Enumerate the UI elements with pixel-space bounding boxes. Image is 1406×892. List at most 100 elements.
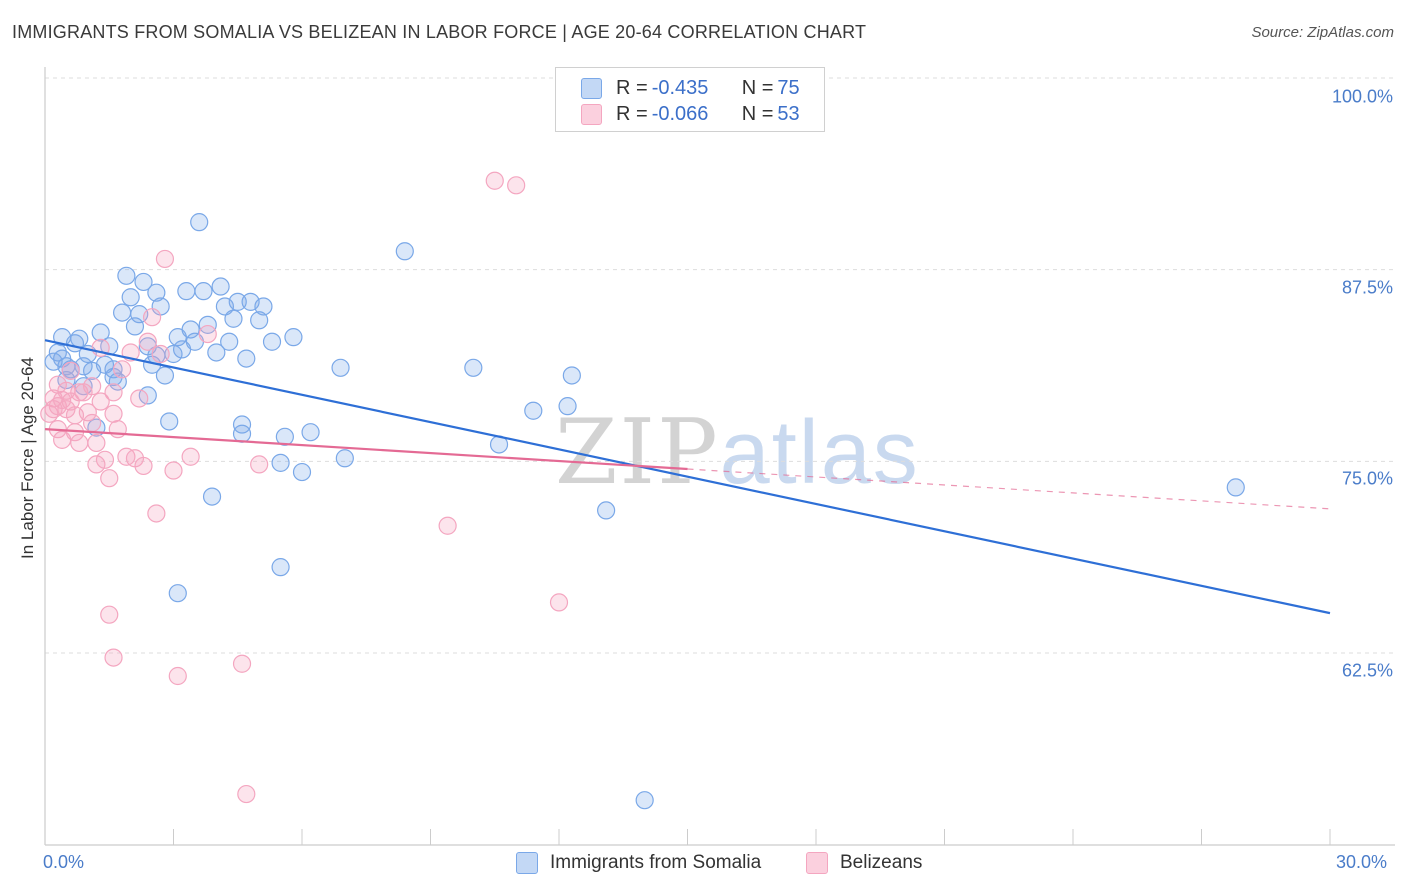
somalia-point bbox=[558, 397, 577, 416]
watermark-atlas: atlas bbox=[719, 403, 920, 503]
somalia-point bbox=[1226, 478, 1245, 497]
belizean-point bbox=[198, 324, 217, 344]
somalia-point bbox=[271, 453, 290, 472]
somalia-point bbox=[271, 558, 290, 577]
somalia-point bbox=[232, 415, 252, 434]
series-legend-somalia: Immigrants from Somalia bbox=[516, 852, 761, 874]
belizean-point bbox=[87, 433, 106, 453]
y-tick-label: 87.5% bbox=[1341, 277, 1393, 298]
somalia-point bbox=[301, 423, 320, 442]
somalia-point bbox=[292, 462, 312, 482]
somalia-point bbox=[121, 288, 140, 307]
series-name-somalia: Immigrants from Somalia bbox=[550, 852, 762, 873]
legend-swatch-blue bbox=[581, 77, 602, 99]
somalia-point bbox=[168, 584, 187, 603]
legend-row-somalia: R = -0.435 N = 75 bbox=[581, 77, 800, 99]
belizean-trend-line bbox=[44, 428, 688, 471]
somalia-point bbox=[597, 501, 616, 520]
belizean-point bbox=[104, 383, 123, 402]
somalia-point bbox=[275, 427, 294, 446]
somalia-point bbox=[331, 358, 350, 377]
belizean-point bbox=[61, 361, 80, 380]
belizean-point bbox=[104, 648, 123, 667]
somalia-point bbox=[464, 358, 483, 377]
y-tick-label: 100.0% bbox=[1331, 86, 1393, 107]
belizean-point bbox=[485, 171, 504, 190]
belizean-point bbox=[250, 455, 269, 474]
somalia-point bbox=[194, 282, 213, 301]
somalia-point bbox=[91, 323, 110, 342]
somalia-point bbox=[117, 266, 136, 285]
belizean-point bbox=[53, 390, 72, 410]
somalia-point bbox=[237, 349, 256, 368]
somalia-point bbox=[202, 487, 222, 506]
somalia-point bbox=[232, 424, 252, 443]
somalia-point bbox=[160, 412, 179, 431]
series-legend-belizean: Belizeans bbox=[806, 852, 922, 874]
somalia-point bbox=[190, 213, 209, 232]
somalia-point bbox=[155, 366, 175, 385]
somalia-point bbox=[335, 449, 354, 468]
legend-r-value: -0.435 bbox=[651, 76, 709, 99]
source-credit: Source: ZipAtlas.com bbox=[1251, 24, 1394, 41]
belizean-point bbox=[130, 389, 149, 408]
belizean-point bbox=[134, 456, 153, 476]
somalia-point bbox=[112, 303, 132, 322]
belizean-point bbox=[112, 360, 132, 379]
legend-n-label: N = bbox=[741, 76, 774, 99]
watermark-zip: ZIP bbox=[555, 400, 720, 505]
somalia-point bbox=[70, 329, 89, 348]
legend-n-value: 75 bbox=[777, 76, 800, 99]
somalia-point bbox=[224, 309, 243, 328]
belizean-point bbox=[237, 784, 256, 804]
belizean-point bbox=[151, 344, 170, 364]
somalia-point bbox=[134, 272, 153, 292]
somalia-point bbox=[198, 315, 217, 334]
somalia-point bbox=[211, 277, 230, 296]
belizean-point bbox=[155, 249, 175, 269]
somalia-point bbox=[284, 328, 303, 347]
somalia-point bbox=[524, 401, 543, 420]
belizean-point bbox=[232, 654, 252, 673]
belizean-point bbox=[100, 469, 119, 488]
legend-n-label: N = bbox=[741, 102, 774, 125]
belizean-point bbox=[83, 413, 102, 433]
legend-r-label: R = bbox=[616, 102, 648, 125]
belizean-point bbox=[91, 392, 110, 411]
series-swatch-pink bbox=[806, 852, 828, 874]
chart-title: IMMIGRANTS FROM SOMALIA VS BELIZEAN IN L… bbox=[12, 22, 867, 42]
legend-row-belizean: R = -0.066 N = 53 bbox=[581, 103, 800, 125]
watermark: ZIPatlas bbox=[555, 400, 920, 505]
correlation-legend: R = -0.435 N = 75 R = -0.066 N = 53 bbox=[555, 67, 825, 132]
legend-r-label: R = bbox=[616, 76, 648, 99]
y-axis-label: In Labor Force | Age 20-64 bbox=[18, 357, 37, 559]
belizean-point bbox=[104, 404, 123, 423]
belizean-point bbox=[87, 455, 106, 474]
belizean-point bbox=[95, 450, 115, 469]
somalia-point bbox=[395, 242, 414, 261]
belizean-point bbox=[78, 403, 97, 422]
somalia-point bbox=[262, 332, 282, 351]
somalia-point bbox=[254, 297, 273, 316]
somalia-point bbox=[95, 355, 115, 374]
series-name-belizean: Belizeans bbox=[840, 852, 923, 873]
somalia-point bbox=[177, 282, 196, 301]
somalia-point bbox=[53, 349, 72, 368]
somalia-point bbox=[147, 283, 166, 302]
somalia-point bbox=[57, 370, 76, 390]
legend-n-value: 53 bbox=[777, 102, 800, 125]
belizean-point bbox=[70, 433, 89, 453]
belizean-point bbox=[507, 176, 526, 195]
belizean-point bbox=[100, 605, 119, 624]
y-tick-label: 62.5% bbox=[1341, 660, 1393, 681]
belizean-point bbox=[164, 461, 183, 480]
somalia-point bbox=[250, 311, 269, 330]
legend-swatch-pink bbox=[581, 103, 602, 125]
somalia-point bbox=[228, 292, 247, 311]
belizean-point bbox=[70, 383, 89, 402]
x-tick-label-max: 30.0% bbox=[1336, 852, 1388, 872]
somalia-point bbox=[562, 366, 581, 385]
x-tick-label-min: 0.0% bbox=[43, 852, 85, 872]
belizean-point bbox=[181, 447, 200, 466]
